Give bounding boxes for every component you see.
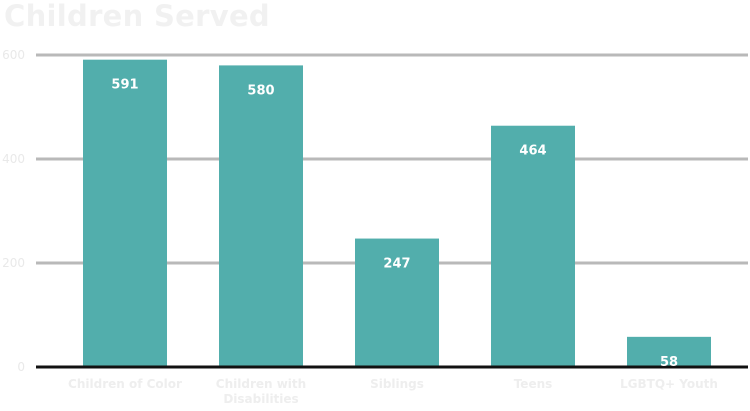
bar — [491, 125, 575, 367]
x-category-label: LGBTQ+ Youth — [620, 377, 718, 391]
x-category-label: Teens — [514, 377, 553, 391]
x-category-label: Siblings — [370, 377, 424, 391]
x-category-label: Children of Color — [68, 377, 182, 391]
y-tick-label: 600 — [2, 48, 25, 62]
chart-title: Children Served — [4, 0, 270, 33]
bar-value-label: 591 — [111, 78, 138, 93]
y-tick-label: 0 — [17, 360, 25, 374]
bar — [355, 238, 439, 367]
bar — [83, 59, 167, 368]
bar-value-label: 464 — [519, 144, 546, 159]
y-tick-label: 200 — [2, 256, 25, 270]
x-category-label: Disabilities — [223, 392, 298, 406]
bar-value-label: 58 — [660, 355, 678, 370]
bar — [219, 65, 303, 368]
bars — [83, 59, 711, 368]
bar — [627, 336, 711, 367]
x-category-label: Children with — [216, 377, 306, 391]
x-axis-categories: Children of Color Children withDisabiliti… — [68, 377, 718, 406]
bar-value-label: 247 — [383, 257, 410, 272]
bar-value-label: 580 — [247, 83, 274, 98]
y-axis-ticks: 0 200 400 600 — [2, 48, 25, 374]
value-labels: 591 580 247 464 58 — [111, 78, 678, 370]
y-tick-label: 400 — [2, 152, 25, 166]
